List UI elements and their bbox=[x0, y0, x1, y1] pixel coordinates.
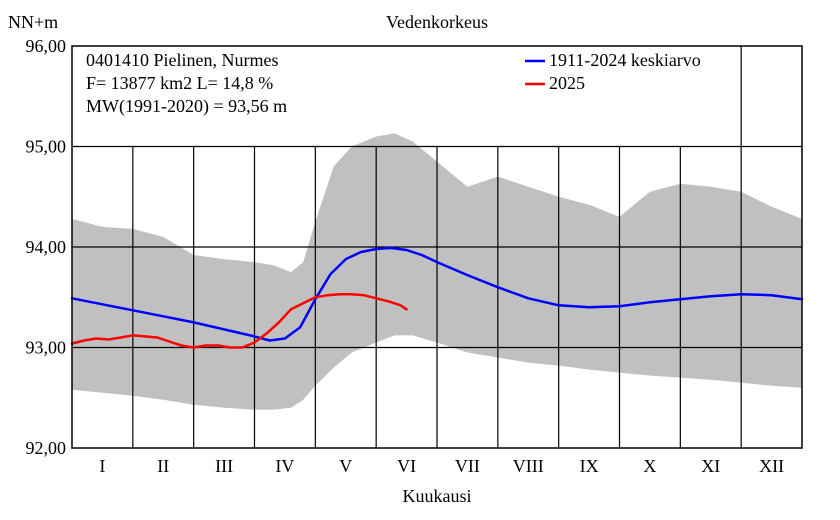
legend-label-mean: 1911-2024 keskiarvo bbox=[549, 50, 701, 70]
station-info-line-3: MW(1991-2020) = 93,56 m bbox=[86, 96, 287, 117]
x-axis-label: Kuukausi bbox=[403, 486, 472, 506]
series-layer bbox=[70, 246, 804, 349]
y-tick-labels: 92,00 93,00 94,00 95,00 96,00 bbox=[26, 36, 67, 458]
y-tick-label-4: 96,00 bbox=[26, 36, 67, 56]
legend: 1911-2024 keskiarvo 2025 bbox=[525, 50, 701, 93]
y-tick-label-1: 93,00 bbox=[26, 338, 67, 358]
month-label-7: VII bbox=[455, 456, 480, 476]
series-line-2025 bbox=[70, 292, 408, 349]
month-label-12: XII bbox=[759, 456, 784, 476]
month-tick-labels: I II III IV V VI VII VIII IX X XI XII bbox=[99, 456, 784, 476]
y-tick-label-3: 95,00 bbox=[26, 137, 67, 157]
month-label-1: I bbox=[99, 456, 105, 476]
month-label-9: IX bbox=[580, 456, 599, 476]
month-label-5: V bbox=[339, 456, 352, 476]
month-label-11: XI bbox=[701, 456, 720, 476]
chart-title: Vedenkorkeus bbox=[386, 12, 488, 32]
y-tick-label-2: 94,00 bbox=[26, 237, 67, 257]
y-tick-label-0: 92,00 bbox=[26, 438, 67, 458]
series-line-mean bbox=[70, 246, 804, 342]
month-label-3: III bbox=[215, 456, 233, 476]
month-label-4: IV bbox=[275, 456, 294, 476]
legend-label-2025: 2025 bbox=[549, 73, 585, 93]
station-info-line-1: 0401410 Pielinen, Nurmes bbox=[86, 50, 278, 70]
month-label-2: II bbox=[157, 456, 169, 476]
station-info-line-2: F= 13877 km2 L= 14,8 % bbox=[86, 73, 273, 93]
month-label-10: X bbox=[643, 456, 656, 476]
plot-frame bbox=[71, 45, 803, 449]
month-label-8: VIII bbox=[513, 456, 544, 476]
station-info-box: 0401410 Pielinen, Nurmes F= 13877 km2 L=… bbox=[86, 50, 287, 117]
month-label-6: VI bbox=[397, 456, 416, 476]
y-axis-label: NN+m bbox=[8, 12, 58, 32]
